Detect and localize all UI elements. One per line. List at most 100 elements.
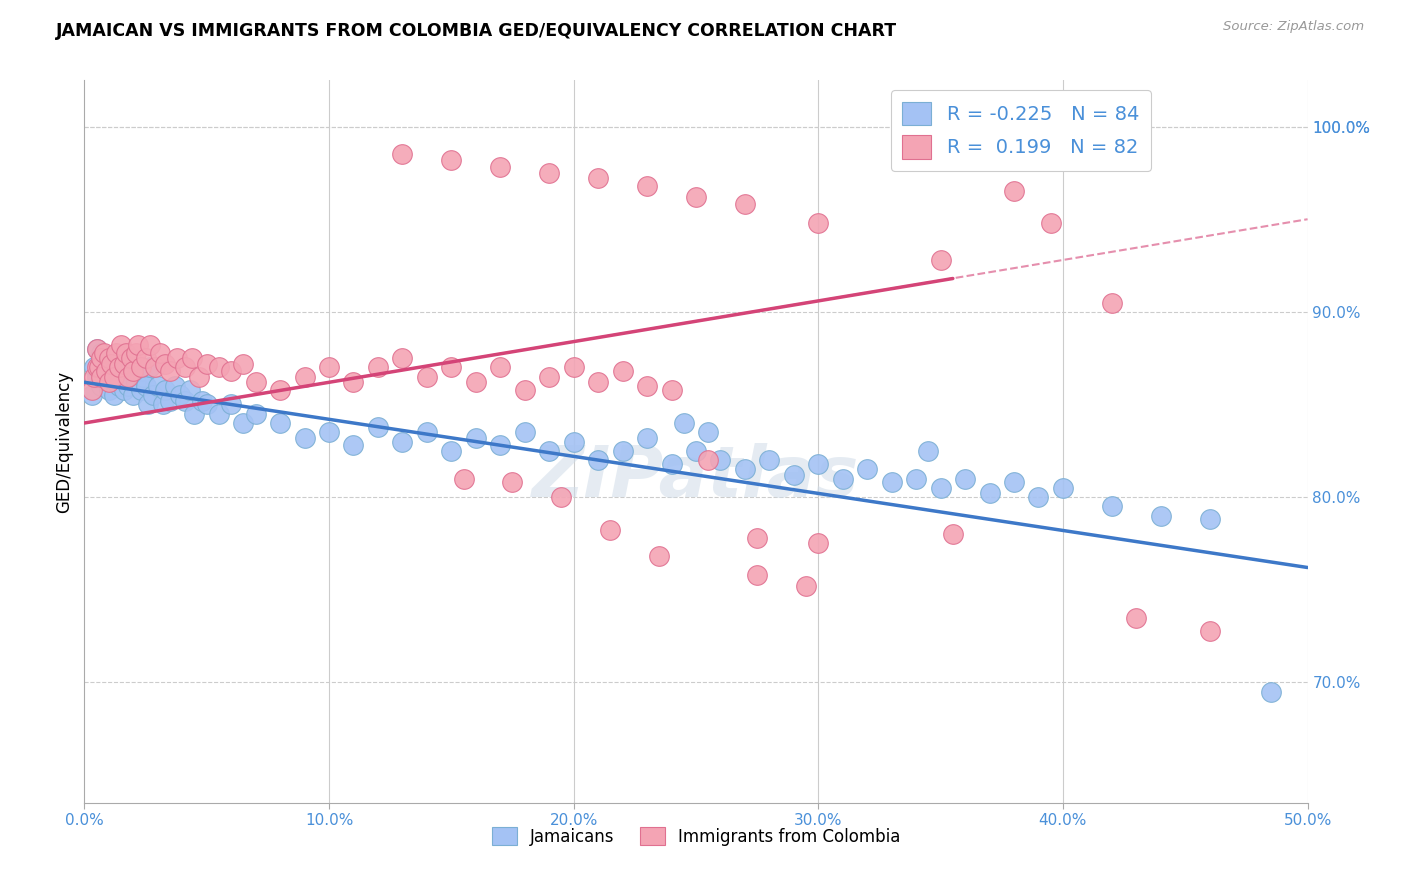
Point xyxy=(93,345,115,359)
Point xyxy=(183,407,205,421)
Point xyxy=(1002,475,1025,490)
Point xyxy=(929,481,952,495)
Point xyxy=(917,443,939,458)
Point xyxy=(979,486,1001,500)
Point xyxy=(294,431,316,445)
Point xyxy=(188,369,211,384)
Point xyxy=(159,393,181,408)
Point xyxy=(120,351,142,366)
Point xyxy=(513,383,536,397)
Point xyxy=(173,393,195,408)
Point xyxy=(391,147,413,161)
Point xyxy=(562,434,585,449)
Point xyxy=(129,383,152,397)
Point xyxy=(856,462,879,476)
Point xyxy=(97,376,120,390)
Point xyxy=(127,338,149,352)
Point xyxy=(136,397,159,411)
Point xyxy=(122,364,145,378)
Point xyxy=(97,364,120,378)
Point xyxy=(112,383,135,397)
Point xyxy=(135,351,157,366)
Point xyxy=(125,376,148,390)
Point xyxy=(135,379,157,393)
Point xyxy=(219,397,242,411)
Point xyxy=(122,388,145,402)
Point xyxy=(342,438,364,452)
Point xyxy=(195,397,218,411)
Point xyxy=(747,531,769,545)
Point xyxy=(831,472,853,486)
Point xyxy=(661,383,683,397)
Point xyxy=(90,369,112,384)
Point xyxy=(163,379,186,393)
Point xyxy=(115,369,138,384)
Point xyxy=(648,549,671,564)
Point xyxy=(464,376,486,390)
Point xyxy=(538,369,561,384)
Point xyxy=(685,190,707,204)
Point xyxy=(453,472,475,486)
Point xyxy=(1002,185,1025,199)
Point xyxy=(697,453,720,467)
Point xyxy=(783,467,806,482)
Point xyxy=(440,360,463,375)
Point xyxy=(929,252,952,267)
Point xyxy=(538,166,561,180)
Point xyxy=(269,416,291,430)
Point xyxy=(758,453,780,467)
Point xyxy=(586,376,609,390)
Point xyxy=(115,345,138,359)
Point xyxy=(416,369,439,384)
Point xyxy=(90,345,112,359)
Point xyxy=(143,360,166,375)
Point xyxy=(697,425,720,440)
Point xyxy=(391,434,413,449)
Point xyxy=(142,388,165,402)
Point xyxy=(105,345,128,359)
Point xyxy=(112,357,135,371)
Point xyxy=(464,431,486,445)
Point xyxy=(1101,500,1123,514)
Point xyxy=(807,536,830,550)
Point xyxy=(100,357,122,371)
Point xyxy=(245,407,267,421)
Point xyxy=(139,338,162,352)
Point xyxy=(1260,684,1282,698)
Point xyxy=(807,216,830,230)
Point xyxy=(440,153,463,167)
Point xyxy=(97,351,120,366)
Point xyxy=(502,475,524,490)
Y-axis label: GED/Equivalency: GED/Equivalency xyxy=(55,370,73,513)
Point xyxy=(149,345,172,359)
Legend: Jamaicans, Immigrants from Colombia: Jamaicans, Immigrants from Colombia xyxy=(485,821,907,852)
Point xyxy=(173,360,195,375)
Point xyxy=(905,472,928,486)
Point xyxy=(807,457,830,471)
Point xyxy=(153,357,176,371)
Point xyxy=(86,369,108,384)
Point xyxy=(87,360,110,375)
Text: Source: ZipAtlas.com: Source: ZipAtlas.com xyxy=(1223,20,1364,33)
Point xyxy=(685,443,707,458)
Point xyxy=(97,383,120,397)
Point xyxy=(734,197,756,211)
Point xyxy=(96,357,118,371)
Point xyxy=(489,360,512,375)
Point xyxy=(152,397,174,411)
Point xyxy=(166,351,188,366)
Text: JAMAICAN VS IMMIGRANTS FROM COLOMBIA GED/EQUIVALENCY CORRELATION CHART: JAMAICAN VS IMMIGRANTS FROM COLOMBIA GED… xyxy=(56,22,897,40)
Point xyxy=(489,161,512,175)
Point xyxy=(586,453,609,467)
Point xyxy=(562,360,585,375)
Point xyxy=(489,438,512,452)
Point xyxy=(96,364,118,378)
Point xyxy=(232,357,254,371)
Point xyxy=(195,357,218,371)
Point xyxy=(90,379,112,393)
Point xyxy=(125,345,148,359)
Point xyxy=(1125,610,1147,624)
Point xyxy=(87,360,110,375)
Point xyxy=(219,364,242,378)
Point xyxy=(208,407,231,421)
